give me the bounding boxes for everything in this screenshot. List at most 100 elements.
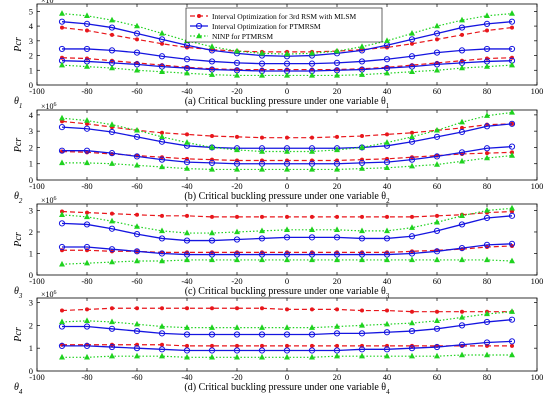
data-point: [209, 71, 215, 77]
data-point: [308, 60, 316, 67]
legend-box: [185, 7, 383, 43]
series-line: [62, 145, 513, 165]
data-point: [308, 234, 316, 241]
data-point: [508, 143, 516, 150]
x-tick-label: 40: [383, 372, 392, 382]
data-point: [283, 331, 291, 338]
data-point: [59, 353, 65, 360]
data-point: [358, 58, 366, 65]
legend-label: Interval Optimization for PTMRSM: [212, 22, 321, 31]
series-line: [61, 215, 513, 242]
data-point: [459, 157, 465, 164]
x-tick-label: 20: [333, 276, 342, 286]
data-point: [285, 343, 289, 348]
data-point: [384, 37, 390, 44]
data-point: [259, 148, 265, 154]
data-point: [434, 161, 440, 167]
subplot-a: -100 -80 -60 -40 -20 0 20 40 60 80 100 0 1 2 3 4 5 ×106 Pc…: [13, 0, 543, 110]
x-tick-label: 80: [483, 372, 492, 382]
data-point: [59, 10, 65, 16]
x-tick-label: -40: [181, 181, 192, 191]
data-point: [110, 211, 114, 216]
data-point: [58, 342, 66, 350]
x-tick-label: -100: [29, 181, 45, 191]
x-tick-label: -20: [231, 181, 242, 191]
data-point: [234, 228, 240, 235]
data-point: [58, 147, 66, 154]
series-line: [62, 340, 513, 352]
data-point: [284, 256, 290, 263]
series-ninp-5: [59, 10, 515, 57]
data-point: [309, 256, 315, 263]
data-point: [108, 225, 116, 232]
data-point: [333, 330, 341, 337]
data-point: [508, 316, 516, 323]
series-ptm-3: [58, 143, 516, 167]
data-point: [458, 341, 466, 348]
data-point: [409, 162, 415, 169]
data-point: [509, 351, 515, 358]
data-point: [359, 71, 365, 77]
data-point: [434, 317, 440, 324]
data-point: [484, 256, 490, 263]
data-point: [359, 352, 365, 359]
x-tick-label: 100: [531, 181, 544, 191]
y-exponent: ×106: [41, 290, 57, 299]
data-point: [134, 223, 140, 229]
data-point: [84, 63, 90, 69]
data-point: [108, 47, 116, 54]
data-point: [385, 132, 389, 137]
data-point: [408, 36, 416, 43]
data-point: [408, 53, 416, 60]
data-point: [259, 166, 265, 172]
y-tick-label: 0: [29, 270, 33, 280]
series-ptm-3: [58, 45, 516, 67]
data-point: [134, 126, 140, 133]
data-point: [184, 353, 190, 360]
data-point: [233, 331, 241, 338]
data-point: [59, 260, 65, 267]
data-point: [509, 109, 515, 115]
data-point: [284, 353, 290, 360]
data-point: [358, 330, 366, 337]
data-point: [284, 50, 290, 57]
data-point: [284, 166, 290, 172]
x-tick-label: 20: [333, 372, 342, 382]
data-point: [434, 352, 440, 359]
data-point: [84, 317, 90, 324]
data-point: [183, 158, 191, 166]
data-point: [458, 24, 466, 31]
data-point: [484, 310, 490, 317]
data-point: [83, 45, 91, 53]
data-point: [384, 139, 390, 145]
data-point: [258, 347, 266, 354]
data-point: [133, 327, 141, 335]
x-tick-label: 60: [433, 372, 442, 382]
data-point: [158, 53, 166, 60]
data-point: [309, 166, 315, 172]
series-ptm-3: [58, 240, 516, 258]
data-point: [359, 227, 365, 234]
data-point: [84, 12, 90, 18]
data-point: [459, 256, 465, 263]
data-point: [258, 235, 266, 242]
data-point: [108, 128, 116, 136]
data-point: [109, 160, 115, 166]
data-point: [308, 331, 316, 338]
data-point: [84, 259, 90, 266]
subplot-title: (c) Critical buckling pressure under one…: [185, 286, 390, 300]
data-point: [435, 37, 439, 42]
data-point: [260, 135, 264, 140]
data-point: [184, 165, 190, 171]
data-point: [160, 306, 164, 311]
data-point: [283, 234, 291, 241]
data-point: [210, 343, 214, 348]
data-point: [259, 324, 265, 330]
data-point: [160, 130, 164, 135]
data-point: [84, 213, 90, 220]
data-point: [158, 250, 166, 257]
x-tick-label: 0: [285, 372, 289, 382]
data-point: [458, 245, 466, 252]
data-point: [408, 327, 416, 335]
data-point: [208, 159, 216, 167]
